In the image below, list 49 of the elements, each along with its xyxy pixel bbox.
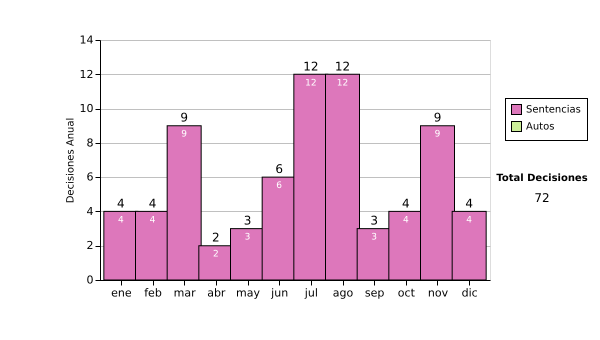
y-tick-label: 8	[86, 136, 94, 150]
total-label: 6	[275, 162, 283, 176]
total-label: 12	[334, 59, 350, 74]
total-label: 2	[212, 230, 220, 245]
total-label: 9	[180, 110, 188, 125]
data-label: 12	[305, 78, 317, 88]
data-label: 3	[371, 232, 378, 243]
x-tick-label: jun	[270, 286, 288, 300]
total-label: 4	[465, 196, 473, 210]
total-label: 9	[434, 110, 442, 125]
y-tick-label: 14	[80, 34, 94, 46]
legend-label: Sentencias	[526, 104, 581, 116]
legend-label: Autos	[526, 122, 554, 132]
x-tick-label: feb	[144, 286, 162, 300]
y-tick-label: 12	[80, 68, 94, 81]
y-tick-label: 0	[86, 274, 94, 286]
data-label: 4	[402, 215, 409, 226]
x-tick-label: may	[236, 286, 260, 300]
data-label: 9	[181, 130, 188, 140]
total-label: 12	[303, 59, 318, 74]
total-label: 3	[370, 214, 378, 228]
data-label: 4	[118, 215, 124, 226]
text: 72	[534, 191, 550, 205]
x-tick-label: abr	[207, 286, 226, 300]
x-tick-label: ago	[332, 286, 354, 300]
y-tick-label: 4	[86, 204, 94, 218]
y-tick-label: 10	[80, 102, 94, 116]
x-tick-label: jul	[304, 286, 318, 300]
data-label: 4	[466, 215, 472, 226]
x-tick-label: oct	[398, 286, 416, 300]
y-axis-title: Decisiones Anual	[66, 118, 77, 204]
x-tick-label: dic	[462, 286, 478, 300]
x-tick-label: ene	[111, 286, 132, 300]
data-label: 4	[150, 215, 156, 226]
x-tick-label: mar	[174, 286, 196, 300]
total-label: 4	[148, 196, 156, 210]
x-tick-label: sep	[364, 286, 384, 300]
total-label: 3	[244, 214, 252, 228]
y-tick-label: 2	[86, 239, 94, 252]
data-label: 9	[434, 130, 441, 140]
data-label: 3	[244, 232, 250, 243]
data-label: 6	[276, 181, 282, 192]
total-label: 4	[117, 196, 125, 210]
x-tick-label: nov	[428, 286, 449, 300]
total-label: 4	[402, 196, 410, 210]
text: Total Decisiones	[496, 173, 588, 184]
data-label: 2	[212, 250, 219, 260]
y-tick-label: 6	[86, 170, 94, 184]
data-label: 12	[336, 78, 348, 88]
